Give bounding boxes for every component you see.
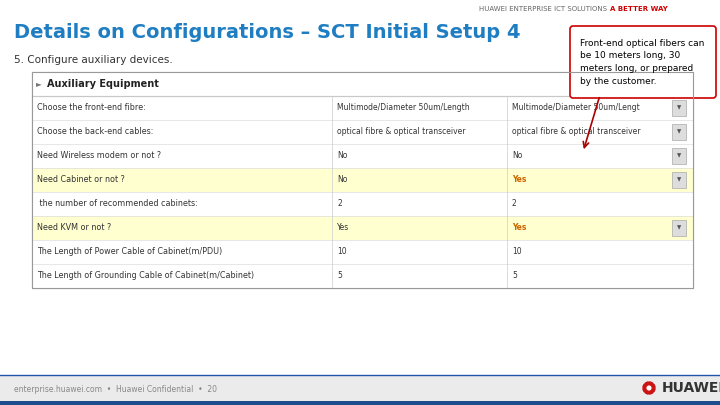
Text: ▼: ▼ — [677, 177, 681, 183]
Text: ▼: ▼ — [677, 105, 681, 111]
Text: Yes: Yes — [512, 175, 526, 185]
Text: ▼: ▼ — [677, 153, 681, 158]
Ellipse shape — [651, 384, 656, 392]
Text: No: No — [337, 151, 347, 160]
Text: ►: ► — [36, 79, 42, 89]
Bar — [32, 72, 693, 96]
Text: Yes: Yes — [337, 224, 349, 232]
Text: HUAWEI: HUAWEI — [662, 381, 720, 395]
Text: No: No — [512, 151, 523, 160]
Text: Details on Configurations – SCT Initial Setup 4: Details on Configurations – SCT Initial … — [14, 23, 521, 43]
Ellipse shape — [645, 382, 653, 386]
Bar — [32, 120, 693, 144]
Text: A BETTER WAY: A BETTER WAY — [610, 6, 667, 12]
Bar — [672, 220, 686, 236]
Text: 2: 2 — [512, 200, 517, 209]
Bar — [672, 124, 686, 140]
Ellipse shape — [649, 382, 655, 388]
Text: optical fibre & optical transceiver: optical fibre & optical transceiver — [512, 128, 641, 136]
Bar — [32, 96, 693, 120]
Text: enterprise.huawei.com  •  Huawei Confidential  •  20: enterprise.huawei.com • Huawei Confident… — [14, 384, 217, 394]
Text: Multimode/Diameter 50um/Length: Multimode/Diameter 50um/Length — [337, 104, 469, 113]
Text: optical fibre & optical transceiver: optical fibre & optical transceiver — [337, 128, 466, 136]
Text: ▼: ▼ — [677, 226, 681, 230]
Text: Multimode/Diameter 50um/Lengt: Multimode/Diameter 50um/Lengt — [512, 104, 640, 113]
Bar — [32, 264, 693, 288]
Bar — [672, 100, 686, 116]
Bar — [0, 375, 720, 405]
Text: Front-end optical fibers can
be 10 meters long, 30
meters long, or prepared
by t: Front-end optical fibers can be 10 meter… — [580, 39, 704, 85]
Bar — [32, 72, 693, 288]
Bar — [32, 144, 693, 168]
FancyBboxPatch shape — [570, 26, 716, 98]
Text: 2: 2 — [337, 200, 342, 209]
Text: The Length of Power Cable of Cabinet(m/PDU): The Length of Power Cable of Cabinet(m/P… — [37, 247, 222, 256]
Ellipse shape — [649, 388, 655, 394]
Bar — [672, 148, 686, 164]
Text: Choose the back-end cables:: Choose the back-end cables: — [37, 128, 153, 136]
Text: Yes: Yes — [512, 224, 526, 232]
Text: 5: 5 — [337, 271, 342, 281]
Text: 5. Configure auxiliary devices.: 5. Configure auxiliary devices. — [14, 55, 173, 65]
Text: Auxiliary Equipment: Auxiliary Equipment — [47, 79, 159, 89]
Bar — [32, 168, 693, 192]
Text: Need Cabinet or not ?: Need Cabinet or not ? — [37, 175, 125, 185]
Text: 5: 5 — [512, 271, 517, 281]
Text: Choose the front-end fibre:: Choose the front-end fibre: — [37, 104, 145, 113]
Bar — [32, 72, 693, 288]
Text: No: No — [337, 175, 347, 185]
Text: the number of recommended cabinets:: the number of recommended cabinets: — [37, 200, 198, 209]
Text: HUAWEI ENTERPRISE ICT SOLUTIONS: HUAWEI ENTERPRISE ICT SOLUTIONS — [479, 6, 607, 12]
Text: 10: 10 — [512, 247, 521, 256]
Bar — [0, 401, 720, 405]
Text: Need KVM or not ?: Need KVM or not ? — [37, 224, 112, 232]
Bar — [32, 192, 693, 216]
Ellipse shape — [645, 390, 653, 394]
Text: 10: 10 — [337, 247, 346, 256]
Text: Need Wireless modem or not ?: Need Wireless modem or not ? — [37, 151, 161, 160]
Text: The Length of Grounding Cable of Cabinet(m/Cabinet): The Length of Grounding Cable of Cabinet… — [37, 271, 254, 281]
Circle shape — [647, 386, 652, 390]
Bar — [672, 172, 686, 188]
Bar — [32, 216, 693, 240]
Ellipse shape — [643, 388, 649, 394]
Ellipse shape — [642, 384, 647, 392]
Text: ▼: ▼ — [677, 130, 681, 134]
Ellipse shape — [643, 382, 649, 388]
Bar — [32, 240, 693, 264]
